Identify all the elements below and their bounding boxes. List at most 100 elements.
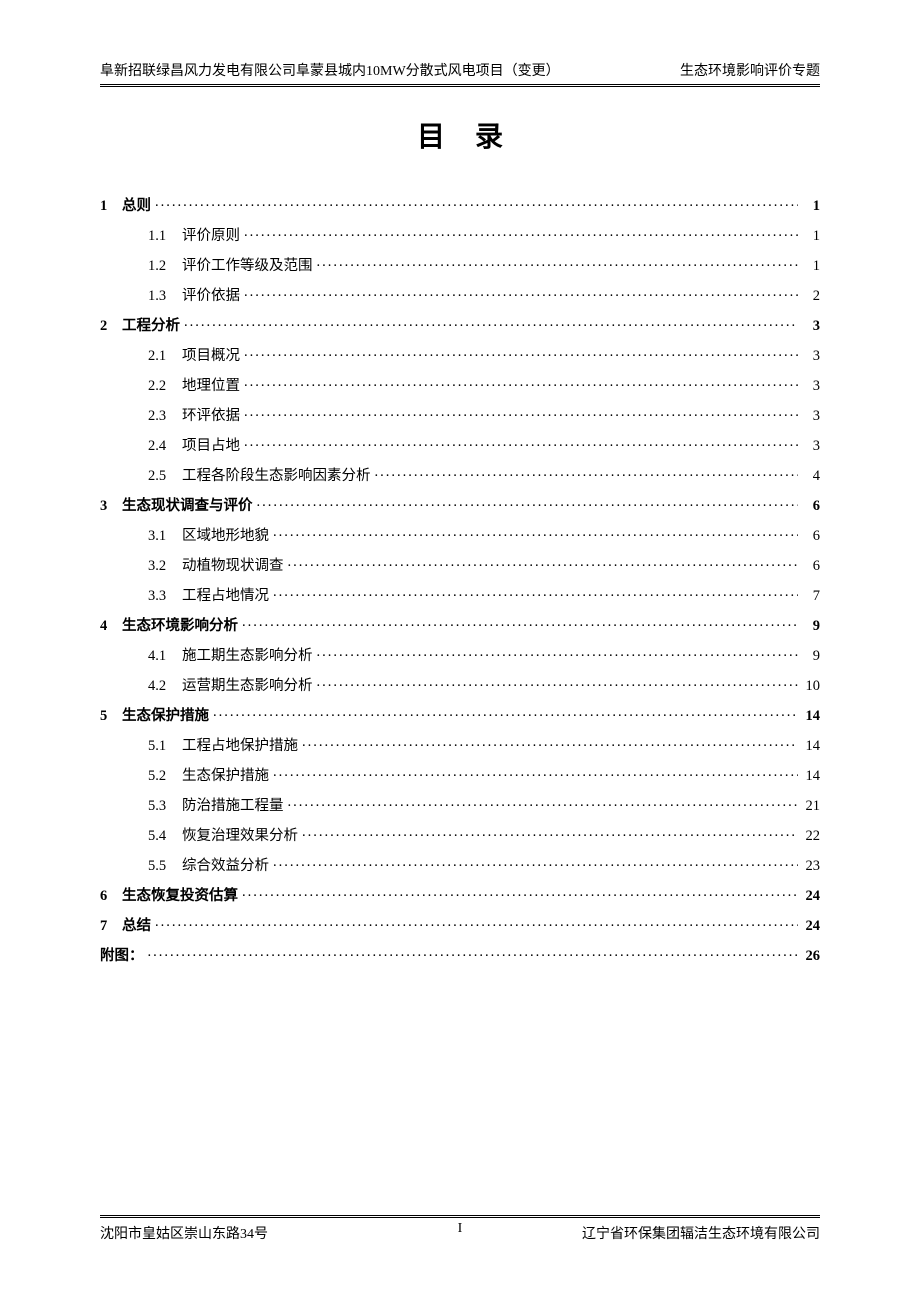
toc-page-number: 22 <box>798 829 820 844</box>
toc-title: 区域地形地貌 <box>182 529 273 544</box>
toc-page-number: 6 <box>798 559 820 574</box>
toc-entry: 5.1工程占地保护措施14 <box>100 735 820 753</box>
toc-leader-dots <box>244 345 798 360</box>
toc-page-number: 7 <box>798 589 820 604</box>
toc-entry: 3.1区域地形地貌6 <box>100 525 820 543</box>
toc-page-number: 3 <box>798 379 820 394</box>
toc-title: 生态现状调查与评价 <box>122 499 257 514</box>
toc-leader-dots <box>244 405 798 420</box>
toc-page-number: 14 <box>798 709 820 724</box>
toc-title: 施工期生态影响分析 <box>182 649 317 664</box>
toc-leader-dots <box>273 525 798 540</box>
toc-leader-dots <box>273 855 798 870</box>
toc-page-number: 1 <box>798 259 820 274</box>
toc-leader-dots <box>213 705 798 720</box>
toc-page-number: 3 <box>798 319 820 334</box>
toc-number: 2.3 <box>148 409 182 424</box>
toc-title: 生态保护措施 <box>122 709 213 724</box>
toc-leader-dots <box>302 735 798 750</box>
toc-number: 3.1 <box>148 529 182 544</box>
table-of-contents: 1总则11.1评价原则11.2评价工作等级及范围11.3评价依据22工程分析32… <box>100 195 820 963</box>
toc-entry: 4生态环境影响分析9 <box>100 615 820 633</box>
toc-title: 附图： <box>100 949 148 964</box>
toc-heading: 目录 <box>100 115 820 155</box>
toc-entry: 5.3防治措施工程量 21 <box>100 795 820 813</box>
toc-number: 1.1 <box>148 229 182 244</box>
toc-title: 工程各阶段生态影响因素分析 <box>182 469 375 484</box>
toc-title: 生态环境影响分析 <box>122 619 242 634</box>
toc-entry: 2工程分析 3 <box>100 315 820 333</box>
toc-number: 2.5 <box>148 469 182 484</box>
toc-leader-dots <box>244 375 798 390</box>
toc-page-number: 3 <box>798 439 820 454</box>
toc-title: 评价依据 <box>182 289 244 304</box>
toc-number: 1.3 <box>148 289 182 304</box>
toc-page-number: 9 <box>798 619 820 634</box>
toc-number: 5.4 <box>148 829 182 844</box>
toc-number: 6 <box>100 889 122 904</box>
toc-leader-dots <box>242 615 798 630</box>
toc-title: 总结 <box>122 919 155 934</box>
footer-line-bottom <box>100 1217 820 1218</box>
toc-page-number: 1 <box>798 199 820 214</box>
toc-number: 4.2 <box>148 679 182 694</box>
toc-title: 生态保护措施 <box>182 769 273 784</box>
page-footer: 沈阳市皇姑区崇山东路34号 辽宁省环保集团辐洁生态环境有限公司 I <box>100 1215 820 1243</box>
toc-title: 总则 <box>122 199 155 214</box>
toc-page-number: 21 <box>798 799 820 814</box>
toc-entry: 1.2评价工作等级及范围1 <box>100 255 820 273</box>
toc-number: 5.1 <box>148 739 182 754</box>
toc-entry: 附图： 26 <box>100 945 820 963</box>
toc-title: 综合效益分析 <box>182 859 273 874</box>
toc-page-number: 2 <box>798 289 820 304</box>
toc-page-number: 23 <box>798 859 820 874</box>
toc-page-number: 3 <box>798 409 820 424</box>
toc-number: 3 <box>100 499 122 514</box>
toc-page-number: 10 <box>798 679 820 694</box>
toc-title: 动植物现状调查 <box>182 559 288 574</box>
toc-number: 5.3 <box>148 799 182 814</box>
toc-leader-dots <box>242 885 798 900</box>
toc-leader-dots <box>244 435 798 450</box>
toc-title: 恢复治理效果分析 <box>182 829 302 844</box>
toc-leader-dots <box>302 825 798 840</box>
toc-leader-dots <box>244 285 798 300</box>
toc-title: 地理位置 <box>182 379 244 394</box>
toc-page-number: 9 <box>798 649 820 664</box>
toc-leader-dots <box>317 675 799 690</box>
toc-title: 防治措施工程量 <box>182 799 288 814</box>
toc-page-number: 26 <box>798 949 820 964</box>
toc-entry: 2.1项目概况3 <box>100 345 820 363</box>
footer-line-top <box>100 1215 820 1216</box>
toc-entry: 5.2生态保护措施14 <box>100 765 820 783</box>
toc-leader-dots <box>317 255 799 270</box>
toc-entry: 5生态保护措施14 <box>100 705 820 723</box>
toc-number: 2 <box>100 319 122 334</box>
toc-entry: 2.5工程各阶段生态影响因素分析 4 <box>100 465 820 483</box>
toc-leader-dots <box>257 495 799 510</box>
toc-title: 工程分析 <box>122 319 184 334</box>
toc-number: 1 <box>100 199 122 214</box>
toc-title: 生态恢复投资估算 <box>122 889 242 904</box>
toc-entry: 6生态恢复投资估算24 <box>100 885 820 903</box>
toc-page-number: 6 <box>798 499 820 514</box>
toc-title: 运营期生态影响分析 <box>182 679 317 694</box>
toc-leader-dots <box>155 915 798 930</box>
toc-title: 项目概况 <box>182 349 244 364</box>
toc-page-number: 4 <box>798 469 820 484</box>
document-page: 阜新招联绿昌风力发电有限公司阜蒙县城内10MW分散式风电项目（变更） 生态环境影… <box>0 0 920 963</box>
toc-entry: 7总结24 <box>100 915 820 933</box>
toc-entry: 5.4恢复治理效果分析 22 <box>100 825 820 843</box>
toc-entry: 5.5综合效益分析23 <box>100 855 820 873</box>
toc-leader-dots <box>148 945 799 960</box>
toc-entry: 1.3评价依据 2 <box>100 285 820 303</box>
toc-number: 7 <box>100 919 122 934</box>
toc-leader-dots <box>273 765 798 780</box>
toc-number: 2.2 <box>148 379 182 394</box>
toc-title: 环评依据 <box>182 409 244 424</box>
toc-page-number: 14 <box>798 739 820 754</box>
toc-leader-dots <box>155 195 798 210</box>
footer-page-number: I <box>100 1221 820 1237</box>
toc-entry: 3.3工程占地情况7 <box>100 585 820 603</box>
toc-leader-dots <box>244 225 798 240</box>
